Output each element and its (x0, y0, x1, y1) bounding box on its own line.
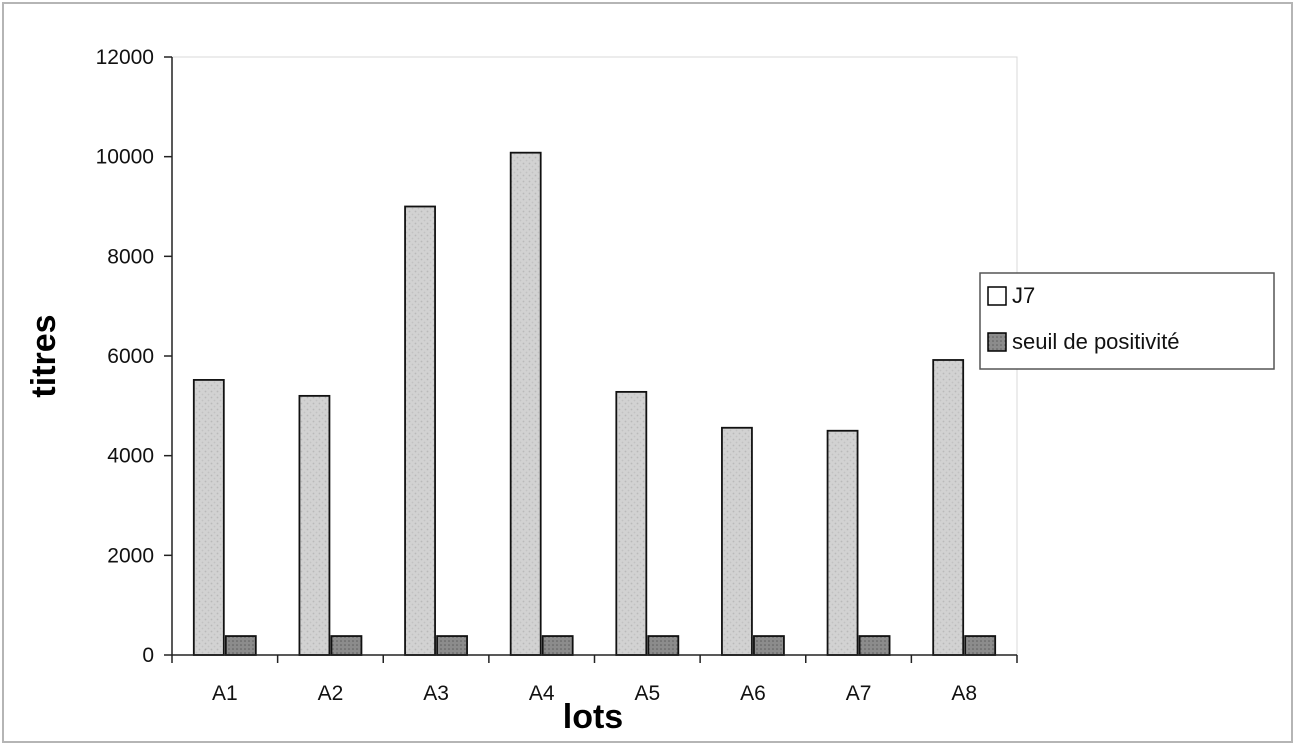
bar-j7 (298, 394, 331, 656)
y-tick-labels: 0 2000 4000 6000 8000 10000 12000 (96, 46, 154, 667)
bar-j7 (826, 429, 859, 656)
bar-seuil (858, 635, 891, 656)
bar-j7 (404, 205, 436, 656)
legend-swatch-seuil (987, 332, 1007, 352)
y-tick-label: 6000 (107, 345, 154, 368)
x-tick-label: A4 (529, 682, 555, 705)
legend: J7 seuil de positivité (979, 272, 1275, 370)
legend-label-j7: J7 (1012, 283, 1035, 308)
bar-seuil (753, 635, 785, 656)
bar-j7 (509, 151, 542, 656)
legend-swatch-j7 (987, 286, 1007, 306)
bar-seuil (436, 635, 468, 656)
x-tick-labels: A1 A2 A3 A4 A5 A6 A7 A8 (212, 682, 977, 705)
y-tick-label: 8000 (107, 245, 154, 268)
y-tick-label: 2000 (107, 544, 154, 567)
y-tick-label: 4000 (107, 445, 154, 468)
x-tick-label: A8 (951, 682, 977, 705)
x-tick-label: A1 (212, 682, 238, 705)
y-tick-label: 12000 (96, 46, 154, 69)
bar-j7 (192, 379, 225, 656)
bar-seuil (541, 635, 574, 656)
y-tick-label: 10000 (96, 146, 154, 169)
bar-j7 (721, 426, 753, 656)
bar-seuil (647, 635, 680, 656)
bars-group (192, 151, 997, 656)
x-tick-label: A7 (846, 682, 872, 705)
bar-seuil (224, 635, 257, 656)
y-axis-title: titres (25, 314, 63, 397)
axes-group (164, 56, 1018, 663)
legend-box (979, 272, 1275, 370)
x-axis-title: lots (563, 698, 623, 736)
x-tick-label: A5 (634, 682, 660, 705)
x-tick-label: A6 (740, 682, 766, 705)
x-tick-label: A3 (423, 682, 449, 705)
x-tick-label: A2 (318, 682, 344, 705)
bar-seuil (964, 635, 997, 656)
bar-seuil (330, 635, 363, 656)
bar-j7 (615, 390, 648, 656)
y-tick-label: 0 (142, 644, 154, 667)
bar-j7 (932, 359, 965, 656)
legend-label-seuil: seuil de positivité (1012, 329, 1180, 354)
